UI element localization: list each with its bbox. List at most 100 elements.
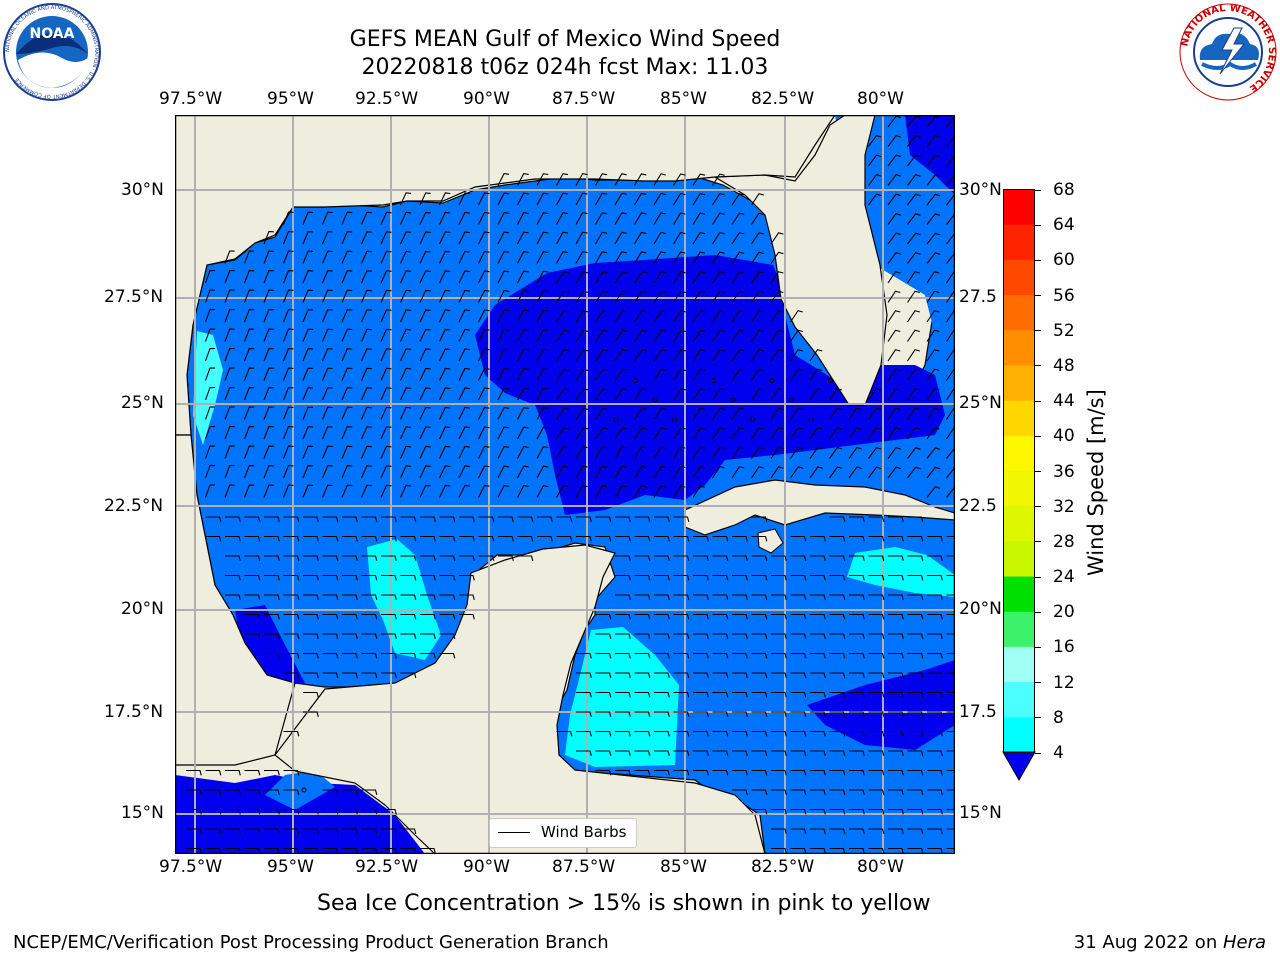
wind-barb [244,789,261,795]
wind-barb [595,349,608,362]
colorbar-tick-label: 48 [1053,355,1075,376]
wind-barb [361,789,378,795]
wind-barb [888,535,904,542]
lon-label-bottom: 95°W [267,857,314,877]
colorbar-tick-mark [1035,752,1041,754]
wind-barb [321,387,333,401]
colorbar-tick-label: 32 [1053,496,1075,517]
wind-barb [887,251,902,264]
wind-barb [282,309,294,323]
wind-barb [400,328,412,342]
wind-barb [556,516,573,522]
wind-barb [712,730,729,737]
wind-barb [692,173,706,186]
wind-barb [829,730,846,737]
wind-barb [751,652,768,659]
wind-barb [614,192,627,206]
colorbar-tick-mark [1035,541,1041,543]
wind-barb [926,349,940,362]
date-text: 31 Aug 2022 on [1073,932,1223,953]
wind-barb [536,329,549,342]
wind-barb [614,388,628,401]
wind-barb [322,789,339,795]
wind-barb [439,309,451,323]
wind-barb [556,465,568,479]
lat-label-left: 22.5°N [104,496,164,516]
wind-barb [342,828,358,834]
wind-barb [517,348,529,362]
wind-barb [342,672,358,678]
noaa-logo-text: NOAA [30,26,75,42]
wind-barb [381,516,397,522]
calm-marker [730,397,736,403]
wind-barb [634,555,651,561]
wind-barb [224,328,235,342]
wind-barb [361,555,378,561]
wind-barb [400,574,417,581]
wind-barb [673,633,690,639]
wind-barb [907,252,921,264]
wind-barb [322,574,339,581]
wind-barb [342,847,358,854]
wind-barb [732,574,748,581]
wind-barb [419,270,431,284]
colorbar-segment [1003,682,1035,718]
wind-barb [556,290,569,303]
wind-barb [439,348,451,362]
wind-barb [692,485,706,498]
wind-barb [829,388,842,401]
wind-barb [732,730,748,737]
wind-barb [420,535,436,542]
wind-barb [829,750,846,756]
wind-barb [614,427,628,440]
wind-barb [887,173,902,186]
map-subtitle: 20220818 t06z 024h fcst Max: 11.03 [361,55,769,80]
wind-barb [575,329,589,342]
wind-barb [673,769,690,776]
wind-barb [517,406,529,420]
wind-barb [751,574,768,581]
wind-barb [692,271,706,284]
wind-barb [478,192,490,206]
wind-barb [556,212,568,225]
wind-barb [439,594,456,600]
wind-barb [771,633,787,639]
wind-barb [673,516,690,522]
wind-barb [927,789,943,795]
cuba-land [684,479,955,536]
wind-barb [419,426,431,440]
wind-barb [907,310,920,323]
wind-barb [244,633,261,639]
wind-barb [809,349,823,362]
wind-barb [595,633,612,639]
wind-barb [927,808,943,815]
wind-barb [243,367,255,381]
wind-barb [927,574,943,581]
lon-label-bottom: 85°W [660,857,707,877]
wind-barb [888,691,904,698]
wind-barb [321,309,333,323]
wind-barb [829,555,846,561]
wind-barb [400,406,412,420]
wind-barb [614,290,628,303]
wind-barb [693,613,709,620]
wind-barb [575,368,589,381]
lat-label-right: 17.5 [959,702,997,722]
wind-barb [732,594,748,600]
wind-barb [868,466,882,479]
wind-barb [282,426,294,440]
wind-barb [420,516,436,522]
wind-barb [360,328,372,342]
wind-barb [186,808,202,815]
wind-barb [575,427,589,440]
wind-barb [302,211,314,225]
wind-barb [264,535,280,542]
wind-barb [732,750,748,756]
wind-barb [342,516,358,522]
wind-barb [927,652,943,659]
wind-barb [478,516,495,522]
wind-barb [360,211,372,225]
wind-barb [361,613,378,620]
wind-barb [751,271,764,284]
wind-barb [341,250,353,264]
